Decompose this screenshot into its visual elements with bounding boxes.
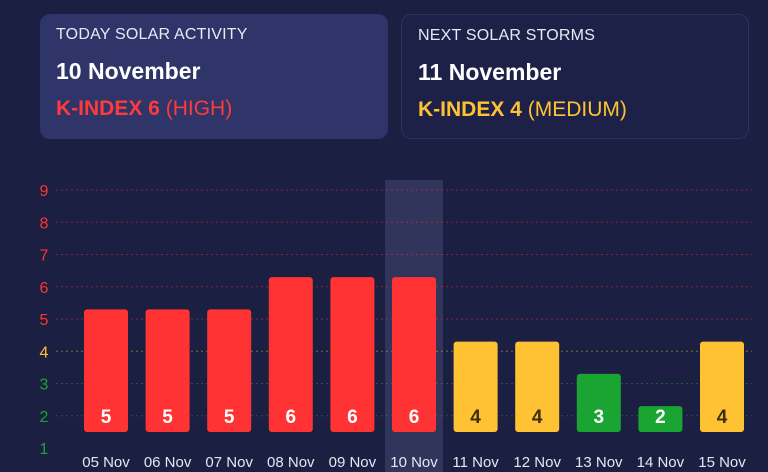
x-tick-label: 09 Nov [329, 454, 377, 471]
next-heading: NEXT SOLAR STORMS [418, 27, 596, 44]
next-kindex-value: K-INDEX 4 [418, 98, 522, 121]
x-tick-label: 06 Nov [144, 454, 192, 471]
bar [638, 406, 683, 432]
bar [392, 277, 436, 432]
bar [145, 309, 190, 432]
x-tick-label: 08 Nov [267, 454, 315, 471]
y-tick-label: 5 [40, 312, 49, 329]
y-tick-label: 3 [40, 377, 49, 394]
y-tick-label: 6 [40, 280, 49, 297]
next-storms-card: NEXT SOLAR STORMS 11 November K-INDEX 4 … [401, 14, 749, 139]
next-date: 11 November [418, 59, 562, 85]
y-tick-label: 7 [40, 248, 49, 265]
bar-value-label: 4 [717, 407, 728, 428]
next-kindex-level: (MEDIUM) [527, 98, 627, 121]
today-kindex-level: (HIGH) [165, 97, 233, 120]
x-tick-label: 14 Nov [637, 454, 685, 471]
bar-value-label: 4 [470, 407, 481, 428]
bar-value-label: 6 [409, 407, 420, 428]
bar [207, 309, 252, 432]
bar-value-label: 5 [224, 407, 235, 428]
bar [576, 373, 621, 432]
today-kindex-value: K-INDEX 6 [56, 97, 160, 120]
bar [268, 277, 313, 432]
today-heading: TODAY SOLAR ACTIVITY [56, 26, 248, 43]
x-tick-label: 05 Nov [82, 454, 130, 471]
bar-value-label: 2 [655, 407, 666, 428]
x-tick-label: 15 Nov [698, 454, 746, 471]
today-date: 10 November [56, 58, 201, 84]
bar [330, 277, 375, 432]
y-tick-label: 9 [40, 183, 49, 200]
x-tick-label: 07 Nov [205, 454, 253, 471]
x-tick-label: 13 Nov [575, 454, 623, 471]
bar [700, 341, 744, 432]
bar-value-label: 5 [101, 407, 112, 428]
bar-value-label: 6 [347, 407, 358, 428]
x-tick-label: 11 Nov [452, 454, 499, 471]
bar [84, 309, 128, 432]
bar-value-label: 3 [594, 407, 605, 428]
x-tick-label: 10 Nov [390, 454, 438, 471]
y-tick-label: 2 [40, 409, 49, 426]
bar-value-label: 6 [286, 407, 297, 428]
y-tick-label: 1 [40, 441, 49, 458]
today-activity-card: TODAY SOLAR ACTIVITY 10 November K-INDEX… [40, 14, 388, 139]
y-tick-label: 8 [40, 215, 49, 232]
today-kindex: K-INDEX 6 (HIGH) [56, 97, 372, 121]
y-tick-label: 4 [40, 344, 49, 361]
bar-value-label: 4 [532, 407, 543, 428]
bar [515, 341, 560, 432]
x-tick-label: 12 Nov [513, 454, 561, 471]
bar-value-label: 5 [162, 407, 173, 428]
bar [453, 341, 498, 432]
next-kindex: K-INDEX 4 (MEDIUM) [418, 98, 732, 122]
